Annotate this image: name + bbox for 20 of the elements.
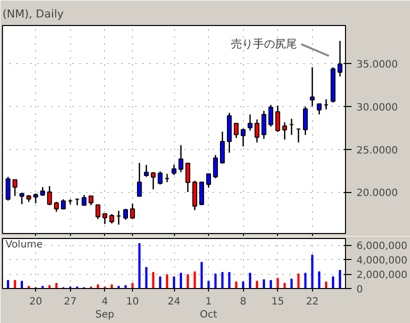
chart-title: (NM), Daily <box>2 8 64 20</box>
y-tick-label: 35.0000 <box>356 59 398 70</box>
y-tick-label: 2,000,000 <box>356 270 408 282</box>
x-tick-label: 15 <box>271 296 284 308</box>
y-tick-label: 6,000,000 <box>356 241 408 252</box>
x-tick-label: 4 Sep <box>95 296 114 321</box>
y-tick-label: 20.0000 <box>356 188 398 200</box>
annotation: 売り手の尻尾 <box>231 38 298 51</box>
y-tick-label: 4,000,000 <box>356 256 408 267</box>
x-tick-label: 1 Oct <box>200 296 218 321</box>
x-tick-label: 8 <box>240 296 246 308</box>
x-tick-label: 20 <box>29 296 42 308</box>
y-tick-label: 25.0000 <box>356 145 398 156</box>
x-tick-label: 27 <box>64 296 77 308</box>
x-tick-label: 22 <box>306 296 319 308</box>
x-tick-label: 10 <box>126 296 139 308</box>
y-tick-label: 30.0000 <box>356 102 398 114</box>
y-tick-label: 0 <box>356 284 363 296</box>
x-tick-label: 24 <box>168 296 180 308</box>
chart-title: Volume <box>6 240 43 250</box>
